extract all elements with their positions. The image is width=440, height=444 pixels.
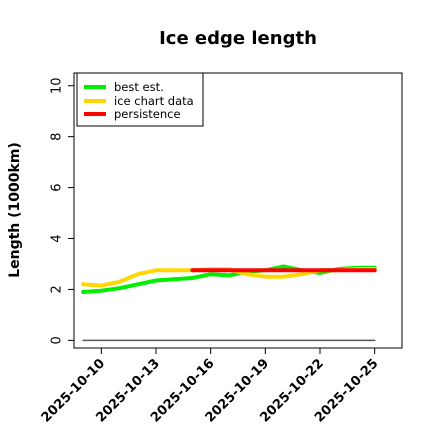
chart-title: Ice edge length: [159, 28, 317, 49]
legend-label-ice-chart-data: ice chart data: [114, 94, 194, 108]
y-tick-label: 8: [50, 133, 65, 141]
legend-label-best-est: best est.: [114, 80, 164, 94]
y-tick-label: 4: [50, 234, 65, 242]
y-tick-label: 2: [50, 285, 65, 293]
legend-box: [76, 72, 204, 127]
y-tick-label: 10: [50, 77, 65, 94]
legend: best est. ice chart data persistence: [76, 72, 204, 127]
x-axis-ticks: 2025-10-102025-10-132025-10-162025-10-19…: [39, 348, 382, 426]
series-layer: [81, 264, 377, 342]
legend-label-persistence: persistence: [114, 107, 181, 121]
y-axis-ticks: 0 2 4 6 8 10: [50, 77, 74, 345]
y-axis-label: Length (1000km): [7, 142, 23, 278]
y-tick-label: 6: [50, 183, 65, 191]
y-tick-label: 0: [50, 336, 65, 344]
plot-frame: [73, 72, 403, 349]
